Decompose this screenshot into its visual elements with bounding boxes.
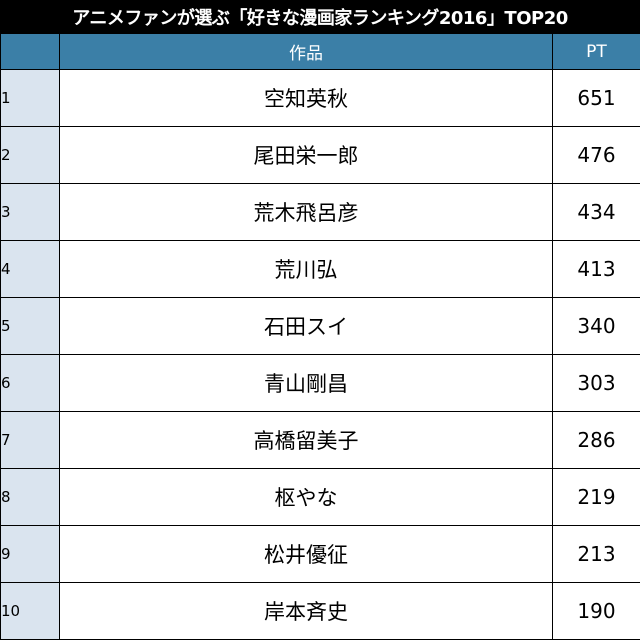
points-cell: 219: [552, 468, 640, 526]
table-row: 3 荒木飛呂彦 434: [0, 183, 640, 241]
table-header-row: 作品 PT: [0, 33, 640, 70]
rank-cell: 7: [0, 411, 60, 469]
table-row: 4 荒川弘 413: [0, 240, 640, 298]
author-name-cell: 松井優征: [59, 525, 553, 583]
points-cell: 434: [552, 183, 640, 241]
table-row: 5 石田スイ 340: [0, 297, 640, 355]
rank-cell: 9: [0, 525, 60, 583]
table-row: 7 高橋留美子 286: [0, 411, 640, 469]
points-cell: 413: [552, 240, 640, 298]
header-rank: [0, 33, 60, 70]
rank-cell: 3: [0, 183, 60, 241]
table-row: 8 枢やな 219: [0, 468, 640, 526]
author-name-cell: 岸本斉史: [59, 582, 553, 640]
header-work: 作品: [59, 33, 553, 70]
table-row: 9 松井優征 213: [0, 525, 640, 583]
points-cell: 651: [552, 69, 640, 127]
author-name-cell: 尾田栄一郎: [59, 126, 553, 184]
author-name-cell: 荒木飛呂彦: [59, 183, 553, 241]
rank-cell: 6: [0, 354, 60, 412]
page-title: アニメファンが選ぶ「好きな漫画家ランキング2016」TOP20: [0, 0, 640, 33]
rank-cell: 5: [0, 297, 60, 355]
points-cell: 213: [552, 525, 640, 583]
author-name-cell: 空知英秋: [59, 69, 553, 127]
points-cell: 303: [552, 354, 640, 412]
author-name-cell: 枢やな: [59, 468, 553, 526]
author-name-cell: 石田スイ: [59, 297, 553, 355]
ranking-table: 作品 PT 1 空知英秋 651 2 尾田栄一郎 476 3 荒木飛呂彦 434…: [0, 33, 640, 640]
rank-cell: 4: [0, 240, 60, 298]
author-name-cell: 荒川弘: [59, 240, 553, 298]
rank-cell: 2: [0, 126, 60, 184]
rank-cell: 10: [0, 582, 60, 640]
points-cell: 286: [552, 411, 640, 469]
author-name-cell: 青山剛昌: [59, 354, 553, 412]
header-pt: PT: [552, 33, 640, 70]
table-row: 1 空知英秋 651: [0, 69, 640, 127]
table-row: 6 青山剛昌 303: [0, 354, 640, 412]
rank-cell: 1: [0, 69, 60, 127]
rank-cell: 8: [0, 468, 60, 526]
table-row: 2 尾田栄一郎 476: [0, 126, 640, 184]
points-cell: 340: [552, 297, 640, 355]
points-cell: 190: [552, 582, 640, 640]
author-name-cell: 高橋留美子: [59, 411, 553, 469]
table-row: 10 岸本斉史 190: [0, 582, 640, 640]
points-cell: 476: [552, 126, 640, 184]
